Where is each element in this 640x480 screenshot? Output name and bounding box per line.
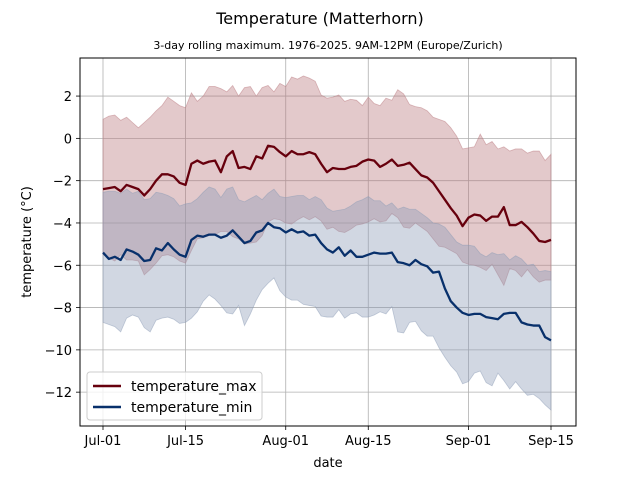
y-tick-label: −12 bbox=[45, 386, 72, 401]
y-tick-label: 2 bbox=[64, 90, 72, 105]
chart-subtitle: 3-day rolling maximum. 1976-2025. 9AM-12… bbox=[153, 39, 502, 52]
y-tick-label: −4 bbox=[53, 217, 72, 232]
y-tick-label: −8 bbox=[53, 302, 72, 317]
x-tick-label: Sep-15 bbox=[528, 434, 574, 449]
series-lines bbox=[102, 144, 552, 342]
x-axis: Jul-01 Jul-15 Aug-01 Aug-15 Sep-01 Sep-15 bbox=[84, 426, 574, 449]
x-tick-label: Jul-01 bbox=[84, 434, 122, 449]
band-temperature-min bbox=[102, 186, 552, 412]
x-axis-label: date bbox=[313, 456, 342, 471]
chart-title: Temperature (Matterhorn) bbox=[215, 9, 424, 28]
legend-label-temperature-min: temperature_min bbox=[131, 400, 252, 416]
y-axis: 2 0 −2 −4 −6 −8 −10 −12 bbox=[45, 90, 80, 401]
legend-box bbox=[86, 371, 263, 421]
series-line-temperature-max bbox=[102, 144, 552, 244]
range-bands bbox=[102, 75, 552, 412]
x-tick-label: Jul-15 bbox=[166, 434, 204, 449]
y-tick-label: 0 bbox=[64, 132, 72, 147]
x-tick-label: Aug-01 bbox=[262, 434, 309, 449]
y-axis-label: temperature (°C) bbox=[20, 186, 35, 298]
x-tick-label: Aug-15 bbox=[345, 434, 392, 449]
y-tick-label: −2 bbox=[53, 175, 72, 190]
legend-label-temperature-max: temperature_max bbox=[131, 379, 257, 395]
y-tick-label: −6 bbox=[53, 259, 72, 274]
x-tick-label: Sep-01 bbox=[446, 434, 492, 449]
y-tick-label: −10 bbox=[45, 344, 72, 359]
series-line-temperature-min bbox=[102, 221, 552, 342]
plot-area-frame bbox=[79, 57, 577, 427]
legend: temperature_max temperature_min bbox=[86, 371, 263, 421]
